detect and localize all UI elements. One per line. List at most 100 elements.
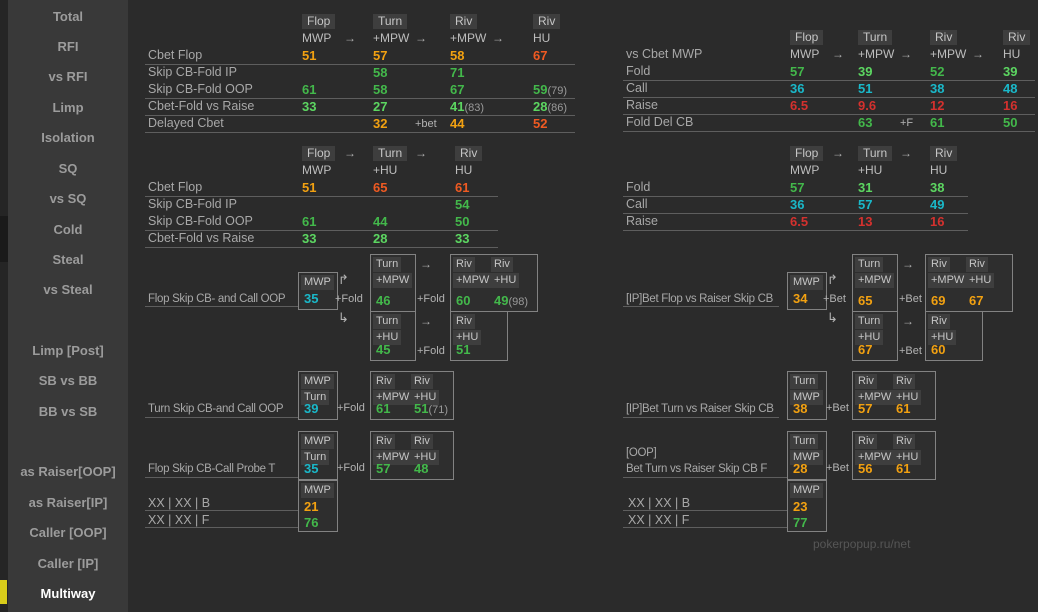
end-stat-box: Riv +MPW 61 Riv +HU 51(71)	[370, 371, 454, 420]
flow-label: [IP]Bet Turn vs Raiser Skip CB	[626, 403, 774, 415]
sidebar-item-limp-post[interactable]: Limp [Post]	[32, 343, 104, 358]
street-header: Riv	[966, 257, 988, 272]
street-header: +HU	[855, 330, 884, 345]
sidebar-item-multiway[interactable]: Multiway	[40, 586, 96, 601]
row-separator	[623, 230, 968, 231]
street-header: Turn	[373, 257, 402, 272]
sidebar-nav: Total RFI vs RFI Limp Isolation SQ vs SQ Cold St…	[8, 0, 128, 612]
stat-value: 38	[930, 81, 945, 96]
street-header: Riv	[855, 374, 877, 389]
stat-value: 51	[456, 342, 471, 357]
sidebar-item-sq[interactable]: SQ	[58, 161, 78, 176]
stat-label: XX | XX | F	[628, 513, 690, 527]
stat-value: 61	[376, 401, 391, 416]
sidebar-item-as-raiser-oop[interactable]: as Raiser[OOP]	[20, 464, 116, 479]
sidebar-item-caller-oop[interactable]: Caller [OOP]	[29, 525, 107, 540]
stat-value: 65	[858, 293, 873, 308]
sidebar-item-steal[interactable]: Steal	[52, 252, 84, 267]
street-header: +MPW	[373, 450, 413, 465]
street-header: +HU	[411, 390, 440, 405]
stat-value: 71	[450, 65, 465, 80]
arrow-icon: →	[492, 31, 504, 45]
street-header: Turn	[301, 450, 330, 465]
street-header: Riv	[491, 257, 513, 272]
street-header: Riv	[450, 14, 478, 29]
sidebar-item-as-raiser-ip[interactable]: as Raiser[IP]	[28, 495, 108, 510]
stat-value: 13	[858, 214, 873, 229]
transition-label: +Fold	[337, 462, 365, 474]
sidebar-item-total[interactable]: Total	[52, 9, 84, 24]
position-header: +MPW	[858, 47, 895, 61]
arrow-icon: →	[415, 146, 427, 160]
stat-value: 51	[302, 180, 317, 195]
branch-up-icon: ↱	[338, 272, 349, 287]
left-strip	[0, 0, 8, 612]
stat-value: 28(86)	[533, 99, 568, 114]
sidebar-item-vs-rfi[interactable]: vs RFI	[48, 69, 88, 84]
street-header: +MPW	[373, 390, 413, 405]
street-header: Riv	[930, 30, 958, 45]
stat-value: 61	[455, 180, 470, 195]
street-header: Riv	[453, 314, 475, 329]
street-header: +HU	[966, 273, 995, 288]
sidebar-item-caller-ip[interactable]: Caller [IP]	[37, 556, 99, 571]
end-stat-box: Riv +MPW 60 Riv +HU 49(98)	[450, 254, 538, 312]
row-separator	[623, 114, 1035, 115]
sidebar-item-cold[interactable]: Cold	[53, 222, 83, 237]
cbet-multiway-table: Flop Turn Riv Riv MWP +MPW +MPW HU → → → Cbet Flop 5…	[145, 13, 575, 133]
cbet-headsup-table: Flop Turn Riv → → MWP +HU HU Cbet Flop 51 65 61 Skip…	[145, 145, 498, 248]
stat-label: Fold	[626, 180, 651, 194]
row-separator	[623, 80, 1035, 81]
stat-value: 9.6	[858, 98, 877, 113]
sidebar-item-limp[interactable]: Limp	[52, 100, 84, 115]
sidebar-item-isolation[interactable]: Isolation	[41, 130, 95, 145]
stat-label: Cbet Flop	[148, 180, 203, 194]
stat-label: XX | XX | B	[148, 496, 211, 510]
street-header: MWP	[301, 374, 334, 389]
stat-value: 21	[304, 499, 319, 514]
street-header: +MPW	[855, 450, 895, 465]
stat-value: 35	[304, 291, 319, 306]
street-header: +MPW	[855, 273, 895, 288]
stat-value: 48	[1003, 81, 1018, 96]
position-header: +MPW	[373, 31, 410, 45]
sidebar-item-vs-steal[interactable]: vs Steal	[43, 282, 93, 297]
street-header: Flop	[302, 14, 336, 29]
street-header: MWP	[790, 450, 823, 465]
arrow-icon: →	[415, 31, 427, 45]
stat-value: 16	[930, 214, 945, 229]
sidebar-item-rfi[interactable]: RFI	[57, 39, 79, 54]
separator-line	[623, 306, 779, 307]
scrollbar-thumb[interactable]	[0, 216, 8, 262]
street-header: Riv	[533, 14, 561, 29]
stat-value: 51(71)	[414, 401, 449, 416]
xx-stat-box: MWP 21 76	[298, 480, 338, 532]
sidebar-item-sb-vs-bb[interactable]: SB vs BB	[38, 373, 98, 388]
street-header: +HU	[893, 450, 922, 465]
position-header: +MPW	[930, 47, 967, 61]
street-header: Riv	[453, 257, 475, 272]
sidebar-item-vs-sq[interactable]: vs SQ	[49, 191, 87, 206]
stat-label: Delayed Cbet	[148, 116, 224, 130]
entry-stat-box: Turn MWP 28	[787, 431, 827, 480]
stat-value: 67	[533, 48, 548, 63]
end-stat-box: Riv +HU 60	[925, 311, 983, 361]
street-header: Turn	[301, 390, 330, 405]
stat-value: 56	[858, 461, 873, 476]
stat-value: 36	[790, 197, 805, 212]
separator-line	[145, 306, 298, 307]
stat-value: 57	[376, 461, 391, 476]
arrow-icon: →	[900, 146, 912, 160]
end-stat-box: Riv +HU 51	[450, 311, 508, 361]
street-header: Riv	[1003, 30, 1031, 45]
sidebar-item-bb-vs-sb[interactable]: BB vs SB	[38, 404, 98, 419]
street-header: Flop	[790, 30, 824, 45]
stat-value: 59(79)	[533, 82, 568, 97]
arrow-icon: →	[344, 146, 356, 160]
stat-value: 16	[1003, 98, 1018, 113]
mid-stat-box: Turn +HU 45	[370, 311, 416, 361]
stat-label: Fold	[626, 64, 651, 78]
stat-sample-note: (86)	[547, 102, 568, 114]
vs-cbet-headsup-table: Flop Turn Riv → → MWP +HU HU Fold 57 31 38 Call 36 57 4…	[623, 145, 972, 231]
